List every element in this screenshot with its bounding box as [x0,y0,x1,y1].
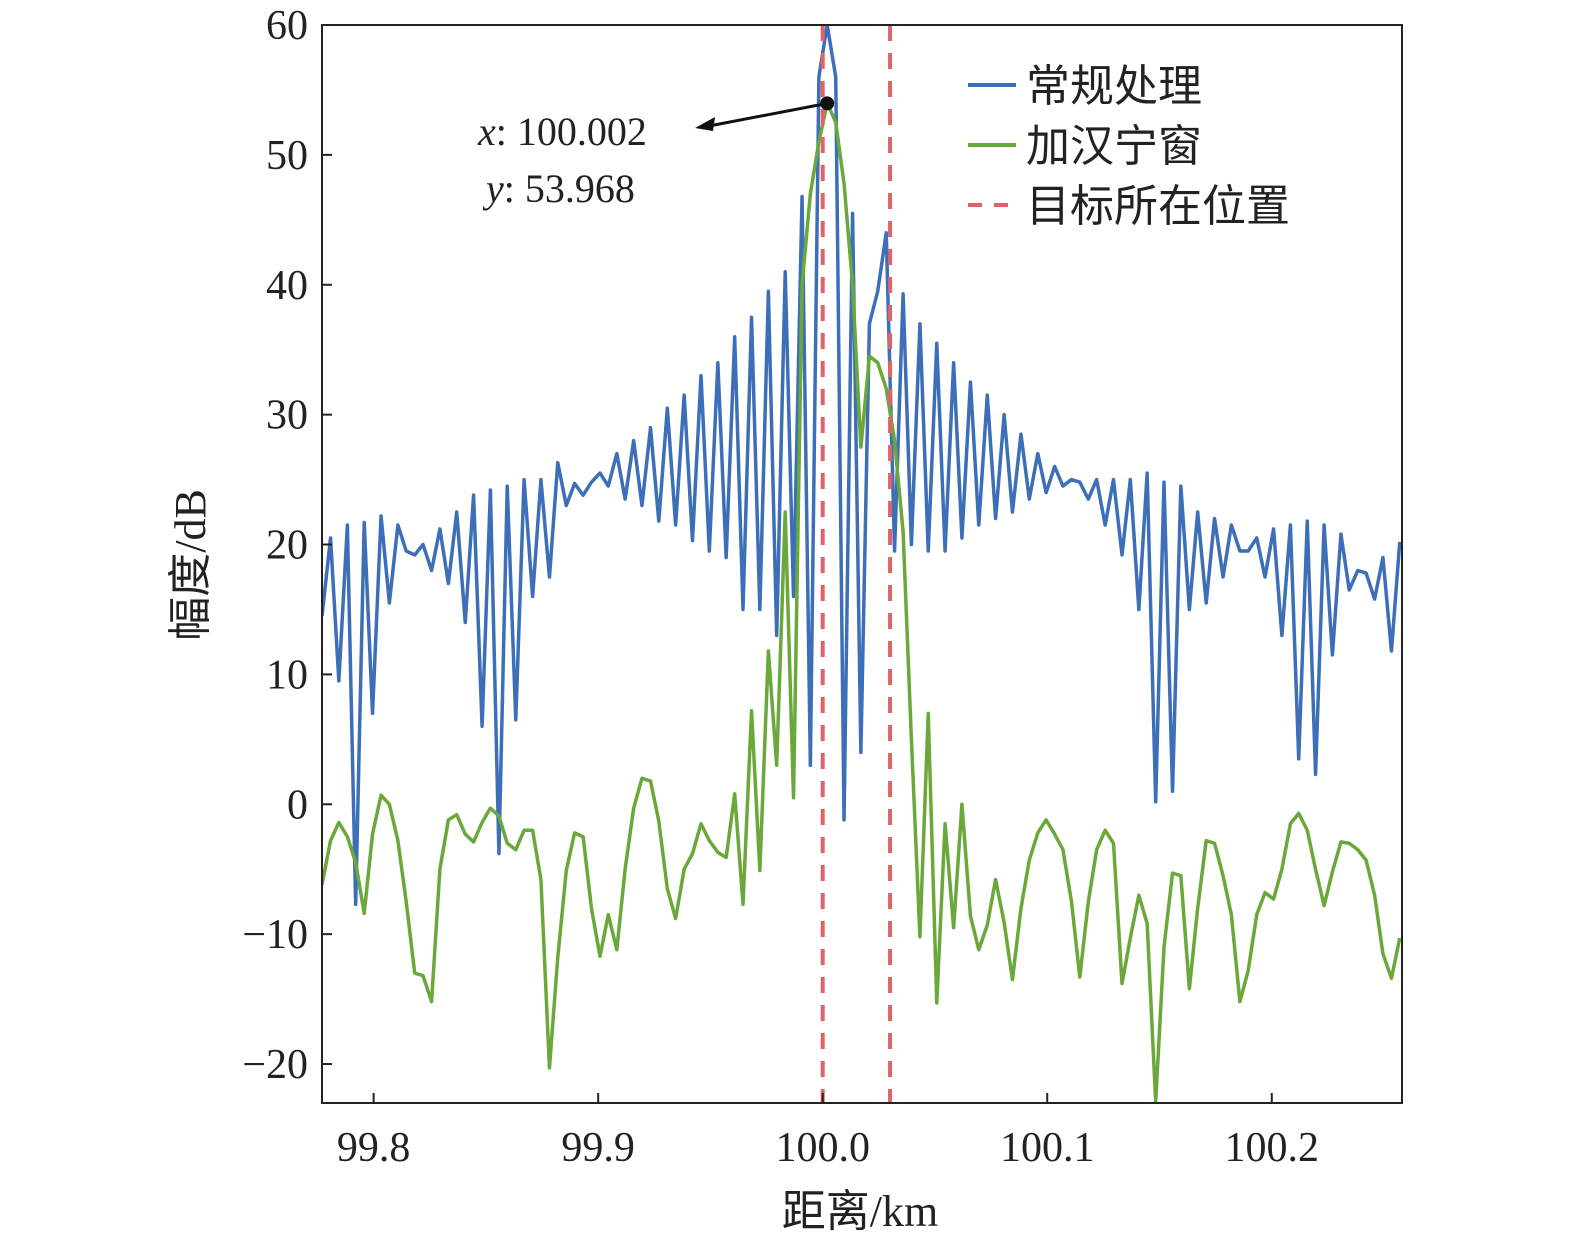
y-tick-label: 60 [266,3,308,49]
y-tick-label: 10 [266,652,308,698]
y-tick-label: 50 [266,133,308,179]
y-tick-label: −20 [242,1042,308,1088]
annotation-text: y: 53.968 [482,166,635,211]
plot-area [322,25,1402,1103]
x-tick-label: 99.8 [337,1125,411,1171]
x-axis-label: 距离/km [782,1187,938,1236]
x-tick-label: 100.0 [775,1125,870,1171]
x-tick-label: 100.1 [1000,1125,1095,1171]
y-tick-label: −10 [242,912,308,958]
legend-label: 常规处理 [1026,62,1202,111]
x-tick-label: 99.9 [561,1125,635,1171]
plot-frame [321,24,1403,1104]
annotation-value: : 100.002 [496,109,647,154]
annotation-var: y [482,166,504,211]
annotation-arrow [708,101,828,128]
y-axis-label: 幅度/dB [166,489,215,641]
series-line [322,101,1402,1103]
annotation-text: x: 100.002 [477,109,647,154]
annotation-point [820,96,835,111]
y-tick-label: 40 [266,263,308,309]
y-tick-label: 30 [266,393,308,439]
y-tick-label: 0 [287,782,308,828]
annotation-var: x [477,109,496,154]
x-tick-label: 100.2 [1225,1125,1320,1171]
annotation-value: : 53.968 [504,166,635,211]
series-line [322,25,1402,907]
annotation-arrowhead [695,117,715,131]
legend-label: 加汉宁窗 [1026,122,1202,171]
legend-label: 目标所在位置 [1026,182,1290,231]
y-tick-label: 20 [266,523,308,569]
